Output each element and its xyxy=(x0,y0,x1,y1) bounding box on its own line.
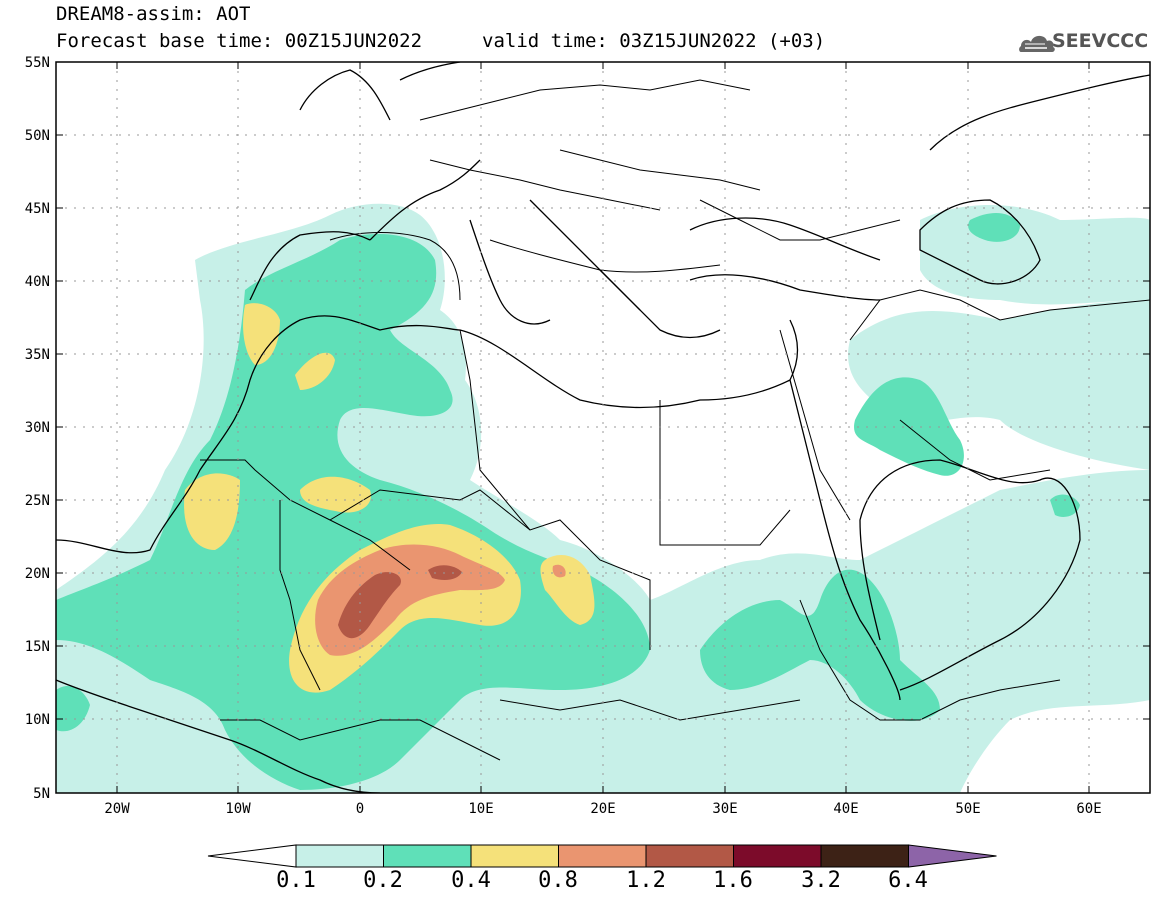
legend-swatch xyxy=(820,844,909,868)
lon-label: 10W xyxy=(225,801,251,817)
lon-label: 60E xyxy=(1076,801,1101,817)
lat-labels: 55N 50N 45N 40N 35N 30N 25N 20N 15N 10N … xyxy=(25,55,50,802)
base-time-label: Forecast base time: 00Z15JUN2022 xyxy=(56,30,423,52)
lat-ticks xyxy=(56,61,1150,720)
coastlines xyxy=(56,62,1150,793)
lat-label: 35N xyxy=(25,347,50,363)
lon-label: 20E xyxy=(590,801,615,817)
legend-swatch xyxy=(645,844,734,868)
lon-label: 10E xyxy=(468,801,493,817)
legend-label: 0.4 xyxy=(451,868,491,893)
lat-label: 5N xyxy=(33,786,50,802)
lon-labels: 20W 10W 0 10E 20E 30E 40E 50E 60E xyxy=(104,801,1101,817)
valid-time-label: valid time: 03Z15JUN2022 (+03) xyxy=(482,30,826,52)
lat-label: 15N xyxy=(25,639,50,655)
legend-arrow-high xyxy=(908,844,997,868)
legend-swatch xyxy=(295,844,384,868)
legend-label: 0.1 xyxy=(276,868,316,893)
title-line-1: DREAM8-assim: AOT xyxy=(56,3,251,25)
lat-label: 25N xyxy=(25,493,50,509)
lat-label: 50N xyxy=(25,128,50,144)
country-borders xyxy=(200,79,1150,761)
lat-label: 45N xyxy=(25,201,50,217)
legend-swatch xyxy=(733,844,822,868)
legend-swatch xyxy=(558,844,647,868)
legend-label: 1.2 xyxy=(626,868,666,893)
legend-label: 1.6 xyxy=(713,868,753,893)
lat-label: 30N xyxy=(25,420,50,436)
legend-label: 0.2 xyxy=(363,868,403,893)
legend-swatch xyxy=(470,844,559,868)
cloud-logo-icon xyxy=(1019,35,1055,52)
lon-label: 50E xyxy=(955,801,980,817)
lon-ticks xyxy=(116,62,1090,793)
legend-label: 6.4 xyxy=(888,868,928,893)
legend-label: 3.2 xyxy=(801,868,841,893)
legend-arrow-low xyxy=(207,844,297,868)
lon-label: 0 xyxy=(356,801,364,817)
lon-label: 20W xyxy=(104,801,130,817)
lat-label: 40N xyxy=(25,274,50,290)
legend-label: 0.8 xyxy=(538,868,578,893)
logo-text: SEEVCCC xyxy=(1052,30,1149,52)
lat-label: 10N xyxy=(25,712,50,728)
lon-label: 40E xyxy=(833,801,858,817)
legend-swatch xyxy=(383,844,472,868)
lon-label: 30E xyxy=(712,801,737,817)
lat-label: 55N xyxy=(25,55,50,71)
lat-label: 20N xyxy=(25,566,50,582)
